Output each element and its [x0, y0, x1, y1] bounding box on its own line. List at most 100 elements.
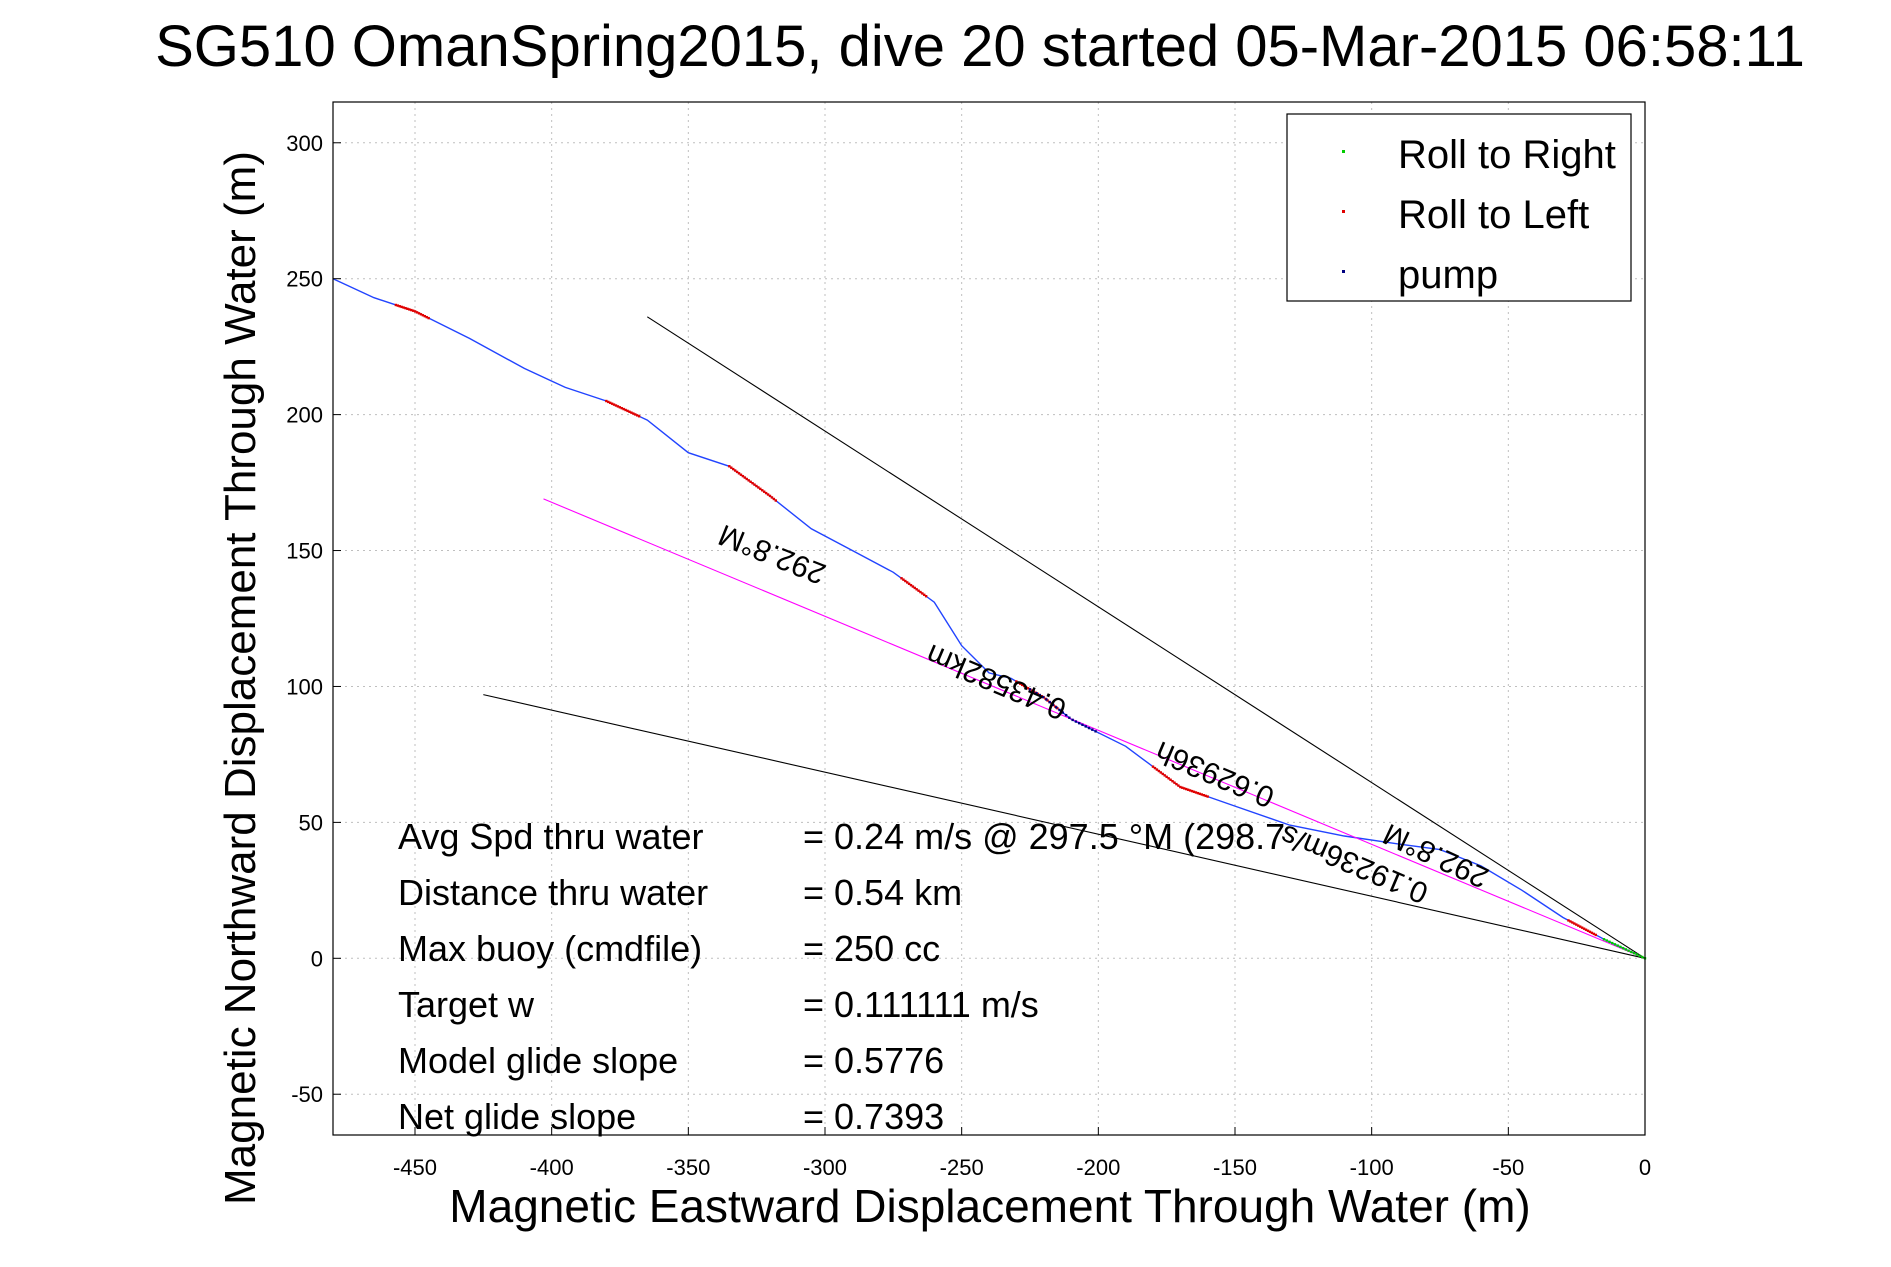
roll-left-marker — [605, 399, 608, 403]
x-tick-label: -200 — [1076, 1155, 1120, 1180]
roll-left-marker — [630, 411, 633, 414]
roll-left-marker — [1575, 923, 1578, 926]
heading-annotation: 0.43582km — [921, 637, 1071, 725]
x-tick-label: 0 — [1639, 1155, 1651, 1180]
roll-left-marker — [741, 474, 745, 478]
chart-title: SG510 OmanSpring2015, dive 20 started 05… — [155, 14, 1805, 79]
roll-left-marker — [749, 480, 752, 484]
roll-left-marker — [425, 315, 428, 319]
roll-left-marker — [774, 499, 777, 502]
roll-left-marker — [616, 405, 620, 408]
roll-left-marker — [1190, 789, 1194, 793]
stat-label: Model glide slope — [398, 1040, 678, 1081]
pump-marker — [1051, 703, 1055, 706]
legend-box — [1286, 113, 1632, 302]
legend: Roll to Right Roll to Left pump — [1286, 113, 1632, 302]
roll-left-marker — [1184, 787, 1188, 791]
roll-left-marker — [1578, 925, 1582, 928]
pump-marker — [1087, 726, 1091, 730]
roll-left-marker — [413, 310, 417, 313]
roll-left-marker — [1204, 794, 1207, 798]
roll-left-marker — [1586, 929, 1590, 932]
roll-left-marker — [906, 581, 909, 584]
roll-left-marker — [900, 577, 903, 580]
roll-left-marker — [902, 578, 905, 581]
stat-value: = 0.5776 — [803, 1040, 944, 1081]
roll-left-marker — [915, 588, 918, 591]
pump-marker — [1038, 693, 1042, 697]
roll-left-marker — [1157, 769, 1161, 773]
roll-left-marker — [622, 407, 625, 411]
roll-left-marker — [1177, 784, 1180, 787]
roll-left-marker — [632, 412, 635, 415]
roll-left-marker — [739, 473, 743, 476]
roll-right-marker — [1605, 939, 1608, 942]
roll-left-marker — [924, 595, 928, 598]
legend-label: Roll to Right — [1398, 133, 1616, 177]
roll-right-marker — [1608, 940, 1611, 944]
roll-left-marker — [1580, 926, 1584, 929]
roll-left-marker — [636, 414, 639, 417]
roll-left-marker — [1161, 772, 1164, 776]
roll-left-marker — [402, 306, 405, 309]
roll-left-marker — [772, 497, 776, 501]
stat-value: = 0.54 km — [803, 872, 962, 913]
roll-left-marker — [1196, 791, 1200, 795]
roll-left-marker — [730, 466, 733, 469]
x-tick-label: -450 — [393, 1155, 437, 1180]
pump-marker — [1048, 700, 1051, 704]
roll-right-marker — [1602, 938, 1606, 941]
stat-value: = 0.7393 — [803, 1096, 944, 1137]
roll-left-marker — [759, 487, 762, 491]
roll-left-marker — [1594, 933, 1597, 937]
roll-left-marker — [1198, 792, 1202, 796]
roll-right-marker — [1621, 946, 1625, 950]
roll-left-marker — [394, 303, 398, 307]
roll-left-marker — [1165, 775, 1168, 779]
roll-left-marker — [1171, 780, 1174, 783]
roll-left-marker — [1024, 685, 1028, 689]
pump-marker — [1078, 721, 1081, 725]
roll-left-marker — [423, 314, 427, 318]
y-tick-label: 150 — [286, 539, 323, 564]
roll-right-marker — [1619, 945, 1622, 949]
heading-annotation: 292.8°M — [714, 518, 830, 591]
y-axis-label: Magnetic Northward Displacement Through … — [216, 151, 265, 1205]
y-tick-label: 300 — [286, 131, 323, 156]
stat-label: Net glide slope — [398, 1096, 636, 1137]
pump-marker — [1032, 690, 1035, 693]
roll-left-marker — [1183, 787, 1186, 790]
roll-left-marker — [1582, 927, 1586, 930]
roll-left-marker — [608, 401, 612, 405]
roll-left-marker — [743, 476, 747, 479]
pump-marker — [1041, 695, 1045, 699]
roll-left-marker — [913, 586, 916, 590]
pump-marker — [1081, 723, 1084, 726]
axes-frame — [332, 101, 1646, 1136]
roll-left-marker — [1153, 766, 1157, 770]
roll-left-marker — [907, 582, 911, 585]
roll-left-marker — [728, 465, 731, 468]
stat-value: = 0.111111 m/s — [803, 984, 1039, 1025]
roll-left-marker — [762, 490, 766, 493]
roll-right-marker — [1624, 948, 1628, 951]
series-heading-line — [543, 498, 1646, 959]
pump-marker — [1035, 692, 1038, 695]
roll-left-marker — [735, 470, 739, 474]
roll-left-marker — [1590, 931, 1594, 935]
roll-left-marker — [1022, 684, 1026, 688]
roll-left-marker — [732, 467, 735, 471]
x-axis-label: Magnetic Eastward Displacement Through W… — [449, 1180, 1530, 1232]
y-tick-label: -50 — [291, 1082, 323, 1107]
roll-left-marker — [1163, 774, 1166, 777]
roll-left-marker — [427, 316, 430, 320]
roll-left-marker — [1159, 771, 1163, 774]
pump-marker — [1091, 728, 1094, 731]
roll-left-marker — [751, 482, 754, 485]
roll-left-marker — [733, 469, 737, 472]
data-layer — [332, 278, 1647, 960]
roll-left-marker — [911, 585, 915, 588]
pump-marker — [1061, 711, 1064, 714]
